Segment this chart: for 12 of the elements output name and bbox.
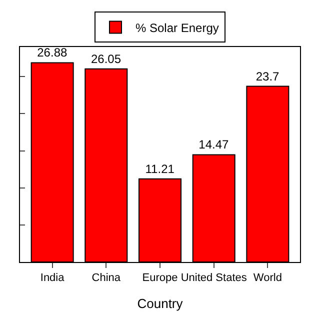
x-tick-label: Europe [142,272,178,284]
data-label: 23.7 [256,69,280,84]
legend-label: % Solar Energy [136,20,219,35]
x-tick-label: United States [180,272,248,284]
x-tick-label: China [92,272,122,284]
data-label: 26.05 [90,52,122,66]
x-tick-label: India [40,272,66,284]
data-label: 11.21 [145,162,175,176]
x-tick-label: World [253,272,282,284]
data-label: 14.47 [198,138,230,152]
data-label: 26.88 [37,46,68,60]
x-axis-title: Country [137,296,184,311]
